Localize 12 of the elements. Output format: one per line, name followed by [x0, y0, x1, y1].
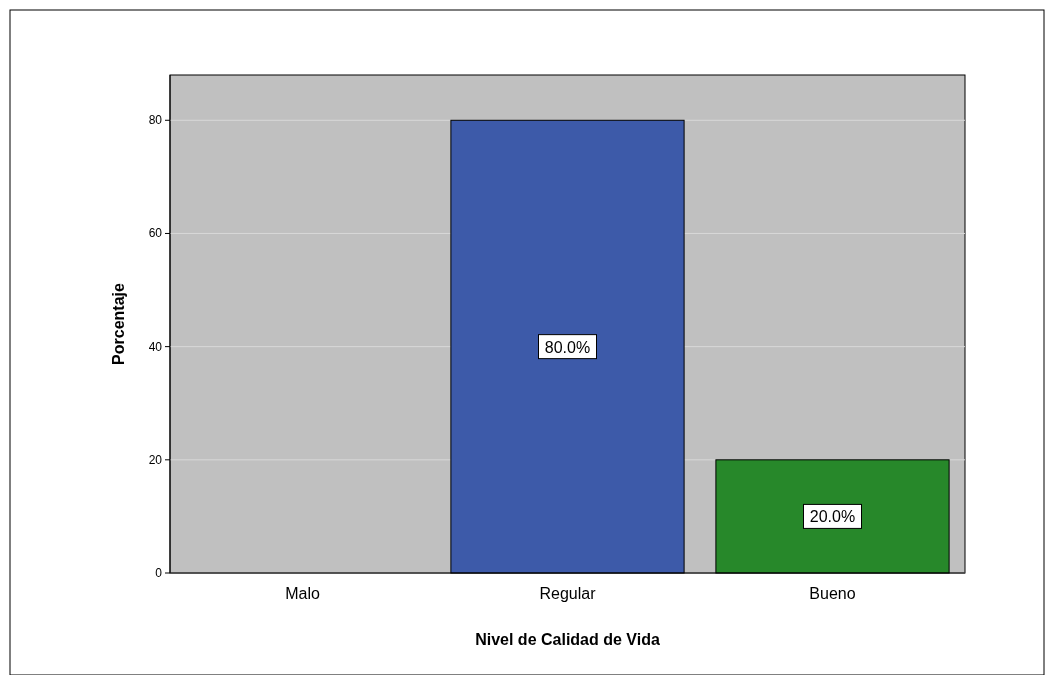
data-label: 20.0% [809, 508, 856, 526]
y-tick-label: 0 [155, 566, 163, 580]
y-tick-label: 80 [148, 113, 163, 128]
y-tick-label: 60 [148, 226, 163, 241]
x-tick-label: Malo [285, 585, 320, 602]
data-label: 80.0% [544, 338, 591, 356]
x-tick-label: Bueno [809, 585, 856, 602]
y-axis-title: Porcentaje [110, 282, 127, 365]
y-tick-label: 20 [148, 452, 163, 467]
x-tick-label: Regular [539, 585, 597, 602]
x-axis-title: Nivel de Calidad de Vida [475, 631, 660, 648]
y-tick-label: 40 [148, 339, 163, 354]
